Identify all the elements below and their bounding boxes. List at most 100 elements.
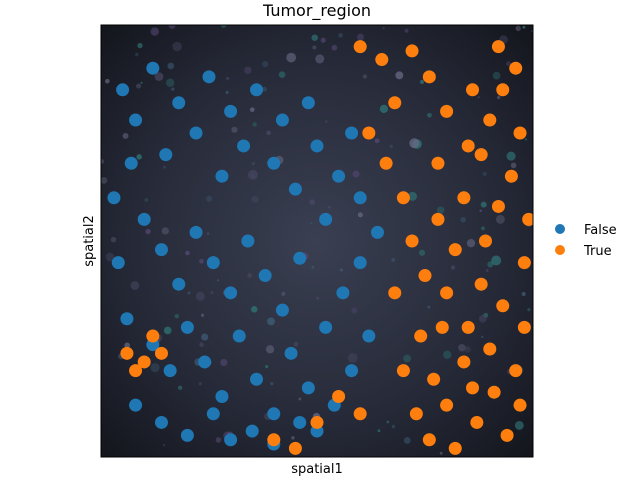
tissue-speck <box>252 122 257 127</box>
tissue-speck <box>427 112 432 118</box>
tissue-speck <box>395 71 404 80</box>
tissue-speck <box>124 342 130 349</box>
scatter-point-true <box>517 320 531 334</box>
scatter-point-true <box>396 364 410 378</box>
scatter-point-true <box>310 415 324 429</box>
scatter-point-false <box>275 113 289 127</box>
scatter-point-true <box>513 398 527 412</box>
scatter-point-false <box>332 169 346 183</box>
scatter-point-false <box>107 191 121 205</box>
scatter-point-false <box>215 390 229 404</box>
tissue-speck <box>357 33 364 41</box>
scatter-point-false <box>202 70 216 84</box>
scatter-point-true <box>362 126 376 140</box>
scatter-point-false <box>293 415 307 429</box>
tissue-speck <box>167 62 175 70</box>
tissue-speck <box>427 305 431 309</box>
legend-label-true: True <box>583 244 612 259</box>
tissue-speck <box>515 25 521 32</box>
tissue-speck <box>483 312 489 318</box>
tissue-speck <box>487 261 494 268</box>
tissue-speck <box>195 291 205 301</box>
tissue-speck <box>231 126 238 133</box>
tissue-speck <box>347 353 358 363</box>
tissue-speck <box>510 162 517 169</box>
tissue-speck <box>122 132 129 139</box>
scatter-point-false <box>284 346 298 360</box>
tissue-speck <box>136 154 142 160</box>
plot-frame <box>100 24 534 458</box>
scatter-point-true <box>405 234 419 248</box>
tissue-speck <box>293 341 299 347</box>
tissue-speck <box>338 33 343 38</box>
tissue-speck <box>495 214 505 224</box>
tissue-speck <box>418 249 426 256</box>
tissue-speck <box>250 306 258 313</box>
tissue-speck <box>480 201 487 208</box>
tissue-speck <box>327 205 331 209</box>
scatter-point-true <box>388 286 402 300</box>
tissue-speck <box>460 216 466 223</box>
tissue-speck <box>379 104 389 114</box>
tissue-speck <box>482 171 487 176</box>
tissue-speck <box>135 52 139 57</box>
scatter-point-false <box>232 329 246 343</box>
tissue-speck <box>315 296 320 300</box>
tissue-speck <box>443 350 452 359</box>
tissue-speck <box>389 144 393 148</box>
tissue-speck <box>220 358 228 367</box>
tissue-speck <box>251 162 255 166</box>
tissue-speck <box>450 265 456 270</box>
tissue-speck <box>249 107 255 113</box>
tissue-speck <box>105 78 110 84</box>
scatter-point-true <box>491 40 505 54</box>
scatter-point-true <box>332 390 346 404</box>
scatter-point-true <box>483 342 497 356</box>
tissue-speck <box>409 138 420 149</box>
tissue-speck <box>150 27 159 36</box>
tissue-speck <box>165 78 175 87</box>
tissue-speck <box>324 120 328 123</box>
tissue-speck <box>320 37 326 43</box>
tissue-speck <box>403 354 412 363</box>
scatter-point-false <box>198 355 212 369</box>
tissue-speck <box>101 159 105 164</box>
scatter-point-true <box>474 277 488 291</box>
tissue-speck <box>404 28 409 33</box>
tissue-speck <box>351 307 358 314</box>
tissue-speck <box>485 269 489 272</box>
scatter-point-false <box>189 225 203 239</box>
tissue-speck <box>281 291 286 296</box>
tissue-speck <box>199 342 204 347</box>
tissue-speck <box>312 45 317 50</box>
tissue-speck <box>171 87 175 91</box>
tissue-speck <box>436 206 445 215</box>
scatter-point-true <box>440 398 454 412</box>
scatter-point-true <box>154 346 168 360</box>
tissue-speck <box>479 209 482 213</box>
tissue-speck <box>331 44 338 51</box>
tissue-speck <box>226 76 230 80</box>
tissue-speck <box>492 71 501 80</box>
scatter-point-false <box>154 415 168 429</box>
scatter-point-true <box>375 53 389 67</box>
tissue-speck <box>215 437 222 443</box>
tissue-speck <box>247 273 253 278</box>
scatter-point-true <box>517 256 531 270</box>
scatter-point-true <box>405 44 419 58</box>
tissue-speck <box>201 333 209 341</box>
scatter-point-false <box>267 407 281 421</box>
tissue-speck <box>403 437 411 444</box>
tissue-speck <box>514 420 524 430</box>
scatter-point-false <box>215 169 229 183</box>
scatter-point-true <box>500 428 514 442</box>
x-axis-label: spatial1 <box>291 462 343 477</box>
tissue-speck <box>286 52 297 63</box>
scatter-point-true <box>513 126 527 140</box>
tissue-speck <box>261 86 267 92</box>
tissue-speck <box>210 291 214 295</box>
scatter-point-false <box>345 126 359 140</box>
tissue-speck <box>478 314 487 323</box>
tissue-speck <box>298 397 302 401</box>
